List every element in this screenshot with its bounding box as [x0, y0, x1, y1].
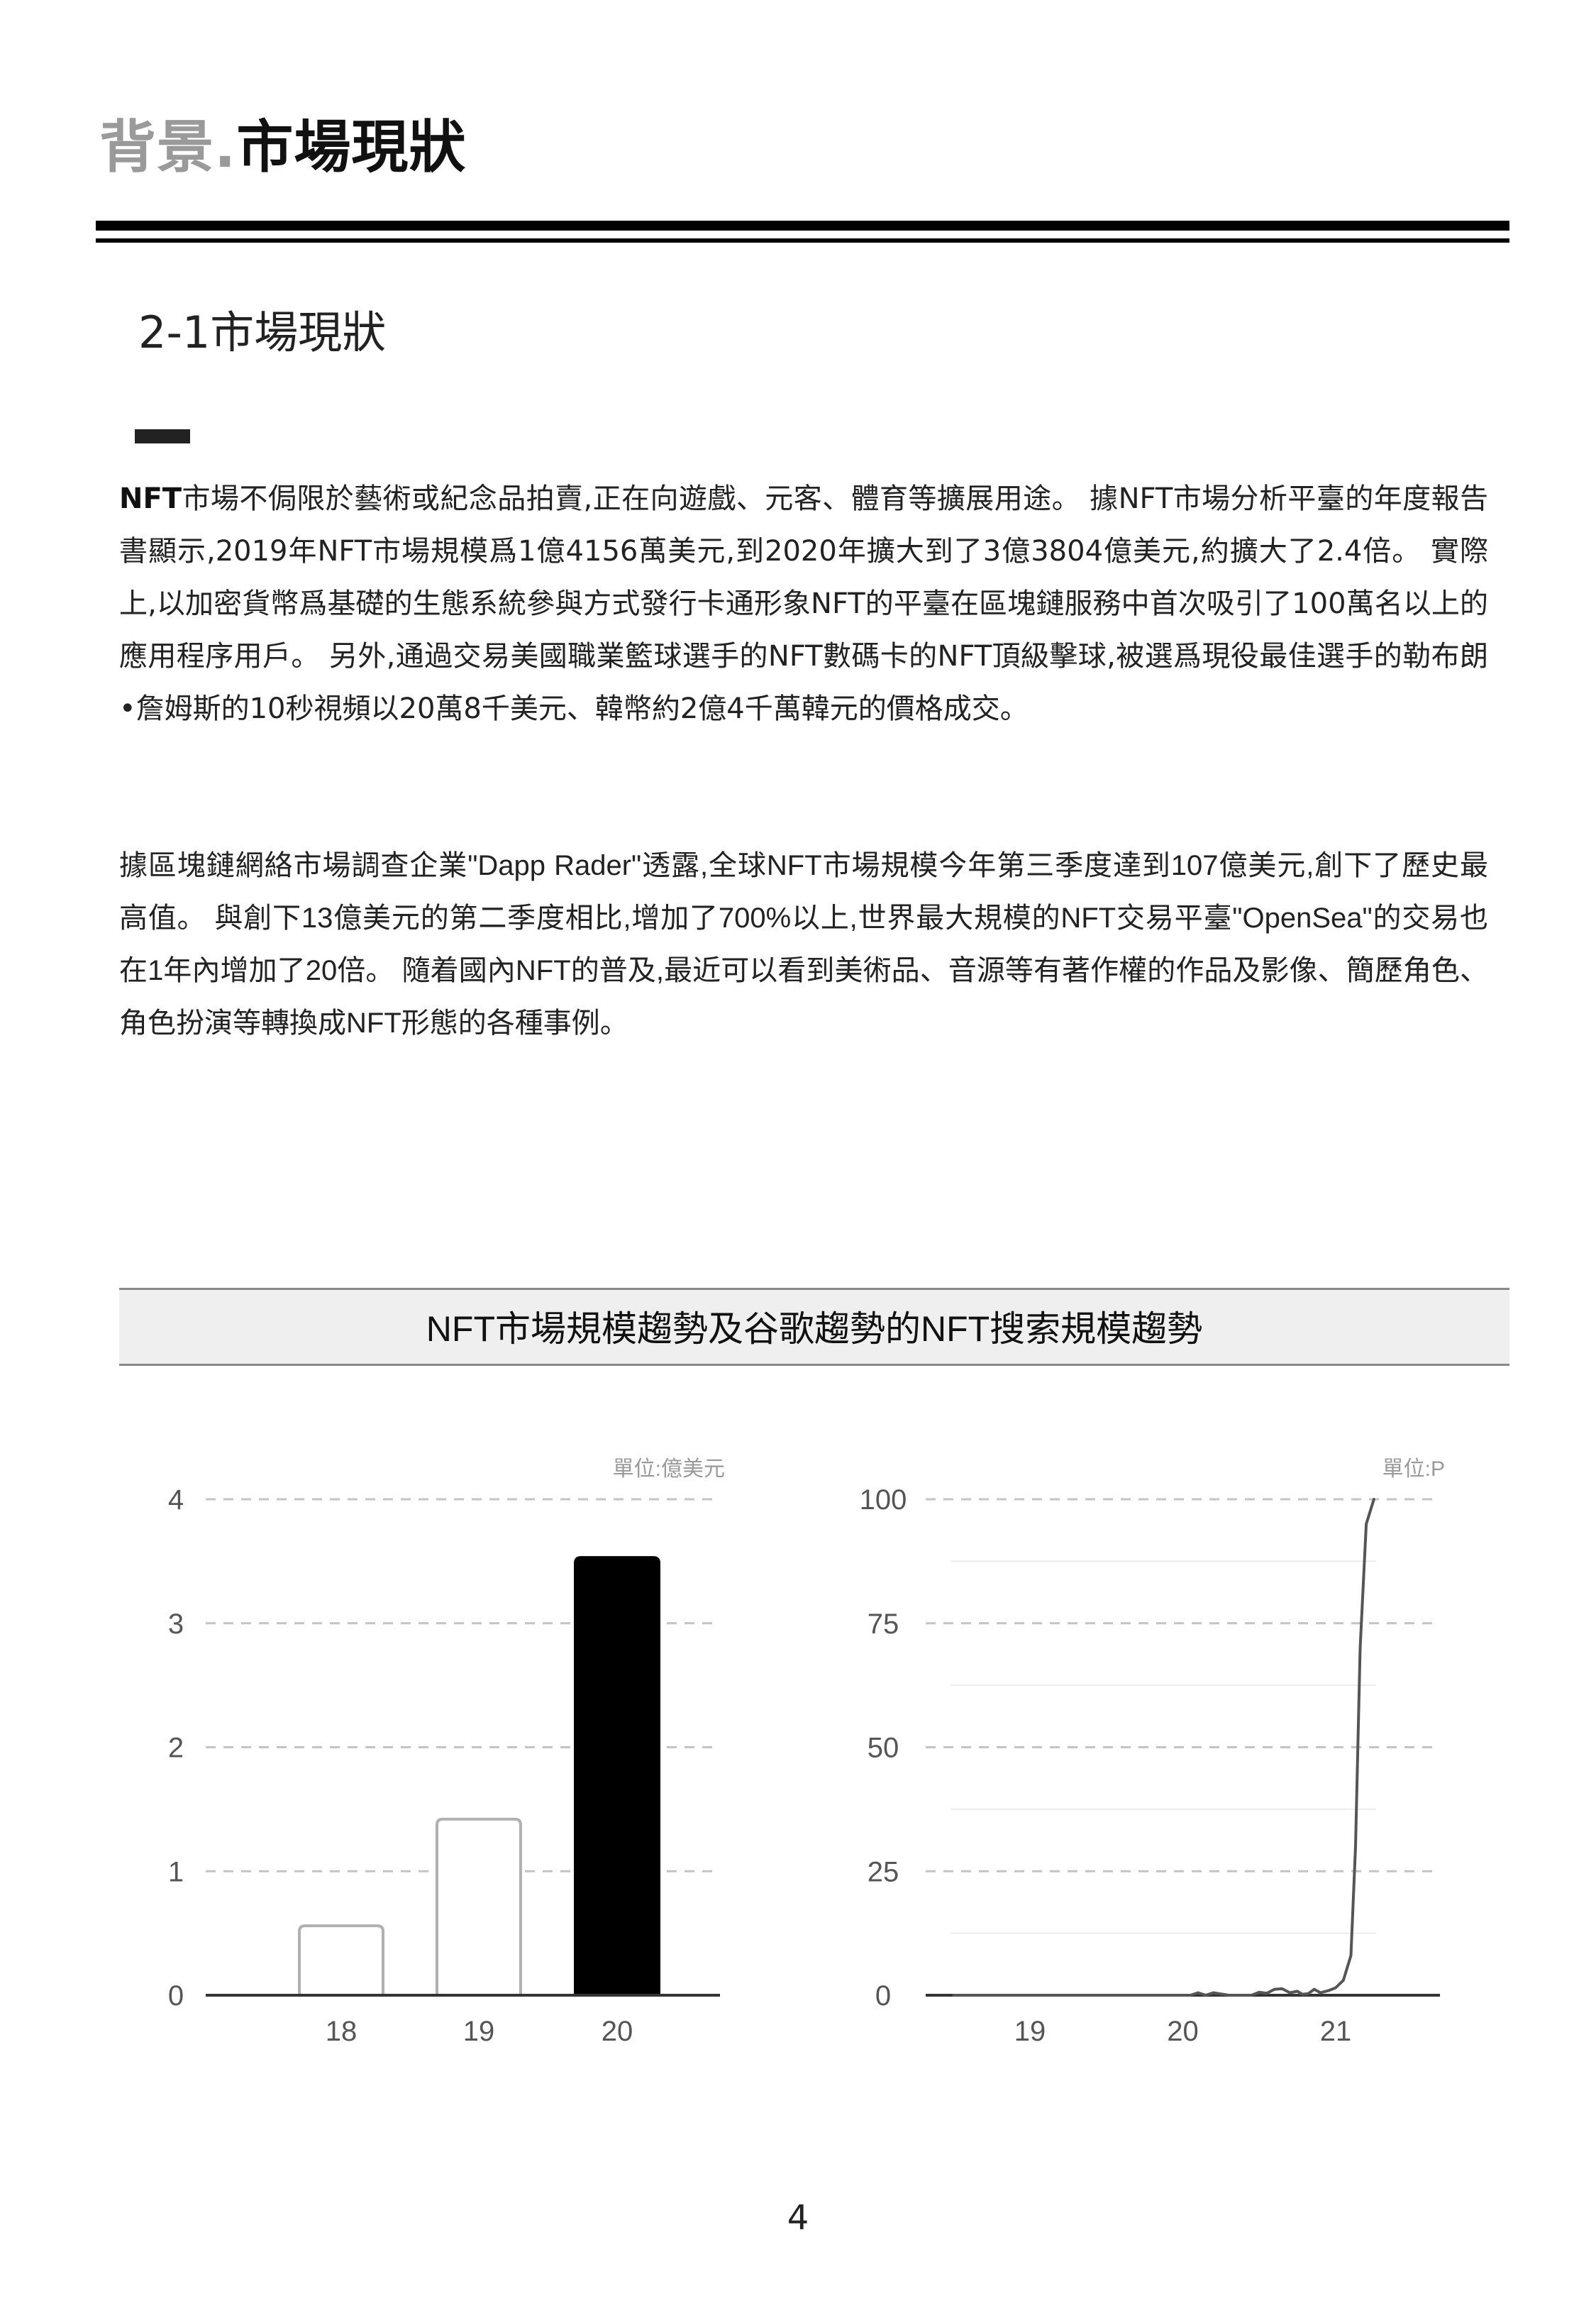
header-rule-thin	[96, 238, 1509, 243]
paragraph-1-lead: NFT	[119, 482, 182, 515]
page-header-title: 背景.市場現狀	[99, 119, 466, 176]
line-chart-series-line	[952, 1498, 1375, 1997]
bar-chart-y-tick-label: 1	[168, 1856, 184, 1887]
line-chart-y-tick-label: 75	[868, 1609, 899, 1640]
body-paragraph-1: NFT市場不侷限於藝術或紀念品拍賣,正在向遊戲、元客、體育等擴展用途。 據NFT…	[119, 473, 1488, 735]
bar-chart-x-tick-label: 20	[602, 2016, 633, 2047]
bar-chart-bar	[436, 1817, 522, 1995]
header-title-prefix: 背景.	[99, 114, 237, 180]
body-paragraph-2: 據區塊鏈網絡市場調查企業"Dapp Rader"透露,全球NFT市場規模今年第三…	[119, 850, 1488, 1039]
bar-chart-y-tick-label: 3	[168, 1609, 184, 1640]
page-number: 4	[787, 2198, 809, 2238]
header-title-main: 市場現狀	[236, 114, 467, 180]
line-chart-y-tick-label: 0	[875, 1980, 891, 2012]
bar-chart-bar	[574, 1556, 660, 1995]
line-chart-x-tick-label: 20	[1167, 2016, 1199, 2047]
section-marker-bar	[135, 429, 190, 443]
bar-chart-y-tick-label: 2	[168, 1733, 184, 1764]
line-chart-unit-label: 單位:P	[1382, 1457, 1445, 1481]
header-rule-thick	[96, 221, 1509, 231]
charts-canvas: 單位:億美元 0 1 2 3 4 18 19 20 單位:P 0 25 50 75 100 19 20 21	[168, 1457, 1445, 2047]
bar-chart-y-tick-label: 0	[168, 1980, 184, 2012]
line-chart-x-tick-label: 19	[1014, 2016, 1046, 2047]
line-chart-y-tick-label: 50	[868, 1733, 899, 1764]
line-chart-y-tick-label: 100	[860, 1484, 907, 1516]
bar-chart-unit-label: 單位:億美元	[613, 1457, 725, 1481]
line-chart-y-tick-label: 25	[868, 1856, 899, 1887]
bar-chart-x-tick-label: 18	[326, 2016, 358, 2047]
section-title: 2-1市場現狀	[138, 307, 387, 358]
bar-chart-y-tick-label: 4	[168, 1484, 184, 1516]
bar-chart-bar	[298, 1924, 384, 1995]
line-chart-x-tick-label: 21	[1320, 2016, 1352, 2047]
figure-title: NFT市場規模趨勢及谷歌趨勢的NFT搜索規模趨勢	[426, 1309, 1203, 1349]
bar-chart-x-tick-label: 19	[463, 2016, 495, 2047]
paragraph-1-text: 市場不侷限於藝術或紀念品拍賣,正在向遊戲、元客、體育等擴展用途。 據NFT市場分…	[119, 482, 1488, 725]
figure-caption-box: NFT市場規模趨勢及谷歌趨勢的NFT搜索規模趨勢	[119, 1288, 1509, 1366]
